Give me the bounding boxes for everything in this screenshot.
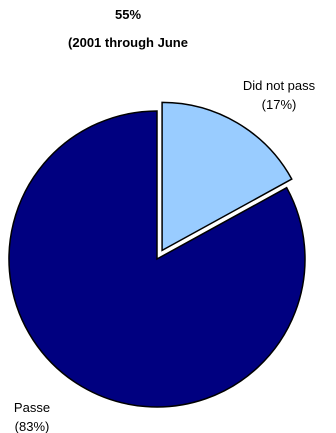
pie-slice-did-not-pass [161, 101, 293, 252]
pie-slice-passe [8, 110, 306, 408]
slice-label-passe: Passe [14, 400, 50, 415]
chart-title: 55% [115, 7, 141, 22]
slice-value-did-not-pass: (17%) [262, 97, 297, 112]
pie-slices [8, 101, 306, 408]
slice-label-did-not-pass: Did not pass [243, 78, 316, 93]
slice-value-passe: (83%) [15, 419, 50, 433]
chart-subtitle: (2001 through June [68, 35, 188, 50]
